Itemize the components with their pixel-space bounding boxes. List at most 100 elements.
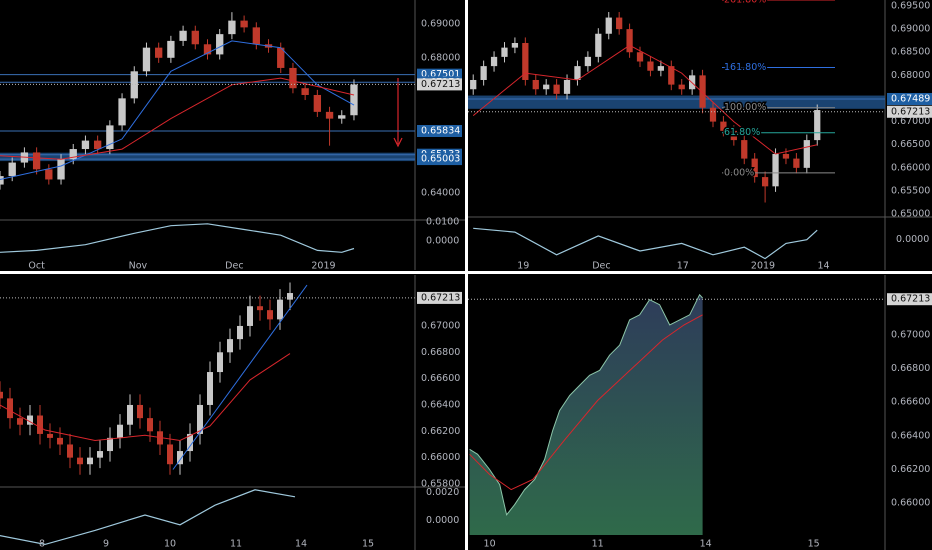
moving-average [172,284,308,470]
candle-body [191,30,199,45]
current-price-label: 0.67213 [891,106,930,117]
y-tick-label: 0.66000 [891,162,930,173]
candle-body [257,306,263,311]
candle-body [37,415,43,434]
candle-body [595,33,602,57]
candle-body [217,352,223,373]
panel-divider [465,0,468,550]
candle-body [301,88,309,95]
candle-body [657,66,664,71]
zone [468,95,885,109]
candle-body [106,125,114,150]
indicator-tick-label: 0.0000 [426,515,459,526]
y-tick-label: 0.66200 [421,426,460,437]
candle-body [761,177,769,187]
candle-body [207,372,213,405]
y-tick-label: 0.68500 [891,47,930,58]
x-tick-label: 15 [362,539,374,550]
indicator-tick-label: 0.0020 [426,487,459,498]
candle-body [720,121,727,131]
candle-body [616,17,623,30]
x-tick-label: Dec [592,261,610,272]
candle-body [47,433,53,438]
candle-body [793,158,800,168]
candle-body [247,306,253,326]
level-price-box [417,153,462,166]
candle-body [814,110,821,141]
candle-body [97,451,103,458]
candle-body [17,418,23,425]
candle-body [107,437,113,452]
y-tick-label: 0.66000 [421,452,460,463]
candle-body [240,20,248,28]
arrow-head [393,137,403,148]
moving-average [0,40,355,180]
y-tick-label: 0.68000 [891,70,930,81]
candle-body [626,29,633,53]
y-tick-label: 0.67000 [891,330,930,341]
fib-label: 261.80% [724,0,766,6]
x-tick-label: 14 [817,261,829,272]
candle-body [636,52,644,62]
indicator-tick-label: 0.0000 [896,234,929,245]
candle-body [228,20,236,35]
candle-body [187,433,193,452]
level-price-label: 0.65834 [421,126,460,137]
y-tick-label: 0.66400 [421,399,460,410]
x-tick-label: 11 [592,539,604,550]
current-price-box [887,105,932,118]
candle-body [203,44,212,55]
y-tick-label: 0.66200 [891,464,930,475]
candle-body [668,66,675,85]
candle-body [338,115,346,119]
candle-body [7,398,13,419]
candle-body [237,325,243,340]
current-price-label: 0.67213 [891,294,930,305]
y-tick-label: 0.69500 [891,1,930,12]
x-tick-label: 2019 [311,261,335,272]
fib-label: 161.80% [724,62,766,73]
level-price-box [417,125,462,138]
panel [0,12,415,253]
candle-body [289,67,297,89]
candle-body [709,107,717,122]
candle-body [501,47,508,57]
candle-body [751,158,758,178]
candle-body [130,71,138,99]
candle-body [480,66,487,80]
y-tick-label: 0.65800 [421,478,460,489]
candle-body [67,444,73,458]
candle-body [118,98,126,126]
candle-body [277,299,283,320]
candle-body [167,444,173,465]
moving-average [0,353,291,442]
x-tick-label: Dec [225,261,243,272]
candle-body [490,56,498,67]
indicator-line [473,227,818,260]
x-tick-label: Nov [129,261,148,272]
candle-body [45,169,53,180]
y-tick-label: 0.69000 [421,18,460,29]
candle-body [325,111,334,119]
current-price-label: 0.67213 [421,292,460,303]
zone [0,152,415,162]
candle-body [543,84,550,90]
candle-body [277,47,285,68]
y-tick-label: 0.67000 [891,116,930,127]
candle-body [252,27,260,45]
candle-body [563,79,571,94]
candle-body [93,140,102,150]
x-tick-label: 10 [164,539,176,550]
panel: 261.80% 161.80% 100.00% 61.80% 0.00% [468,0,885,260]
candle-body [287,293,293,300]
candle-body [147,418,153,432]
candle-body [117,424,123,438]
candle-body [647,61,654,71]
candle-body [730,130,737,141]
indicator-line [0,489,296,546]
current-price-box [417,78,462,91]
y-tick-label: 0.69000 [891,24,930,35]
candle-body [0,176,4,185]
candle-body [227,339,233,353]
